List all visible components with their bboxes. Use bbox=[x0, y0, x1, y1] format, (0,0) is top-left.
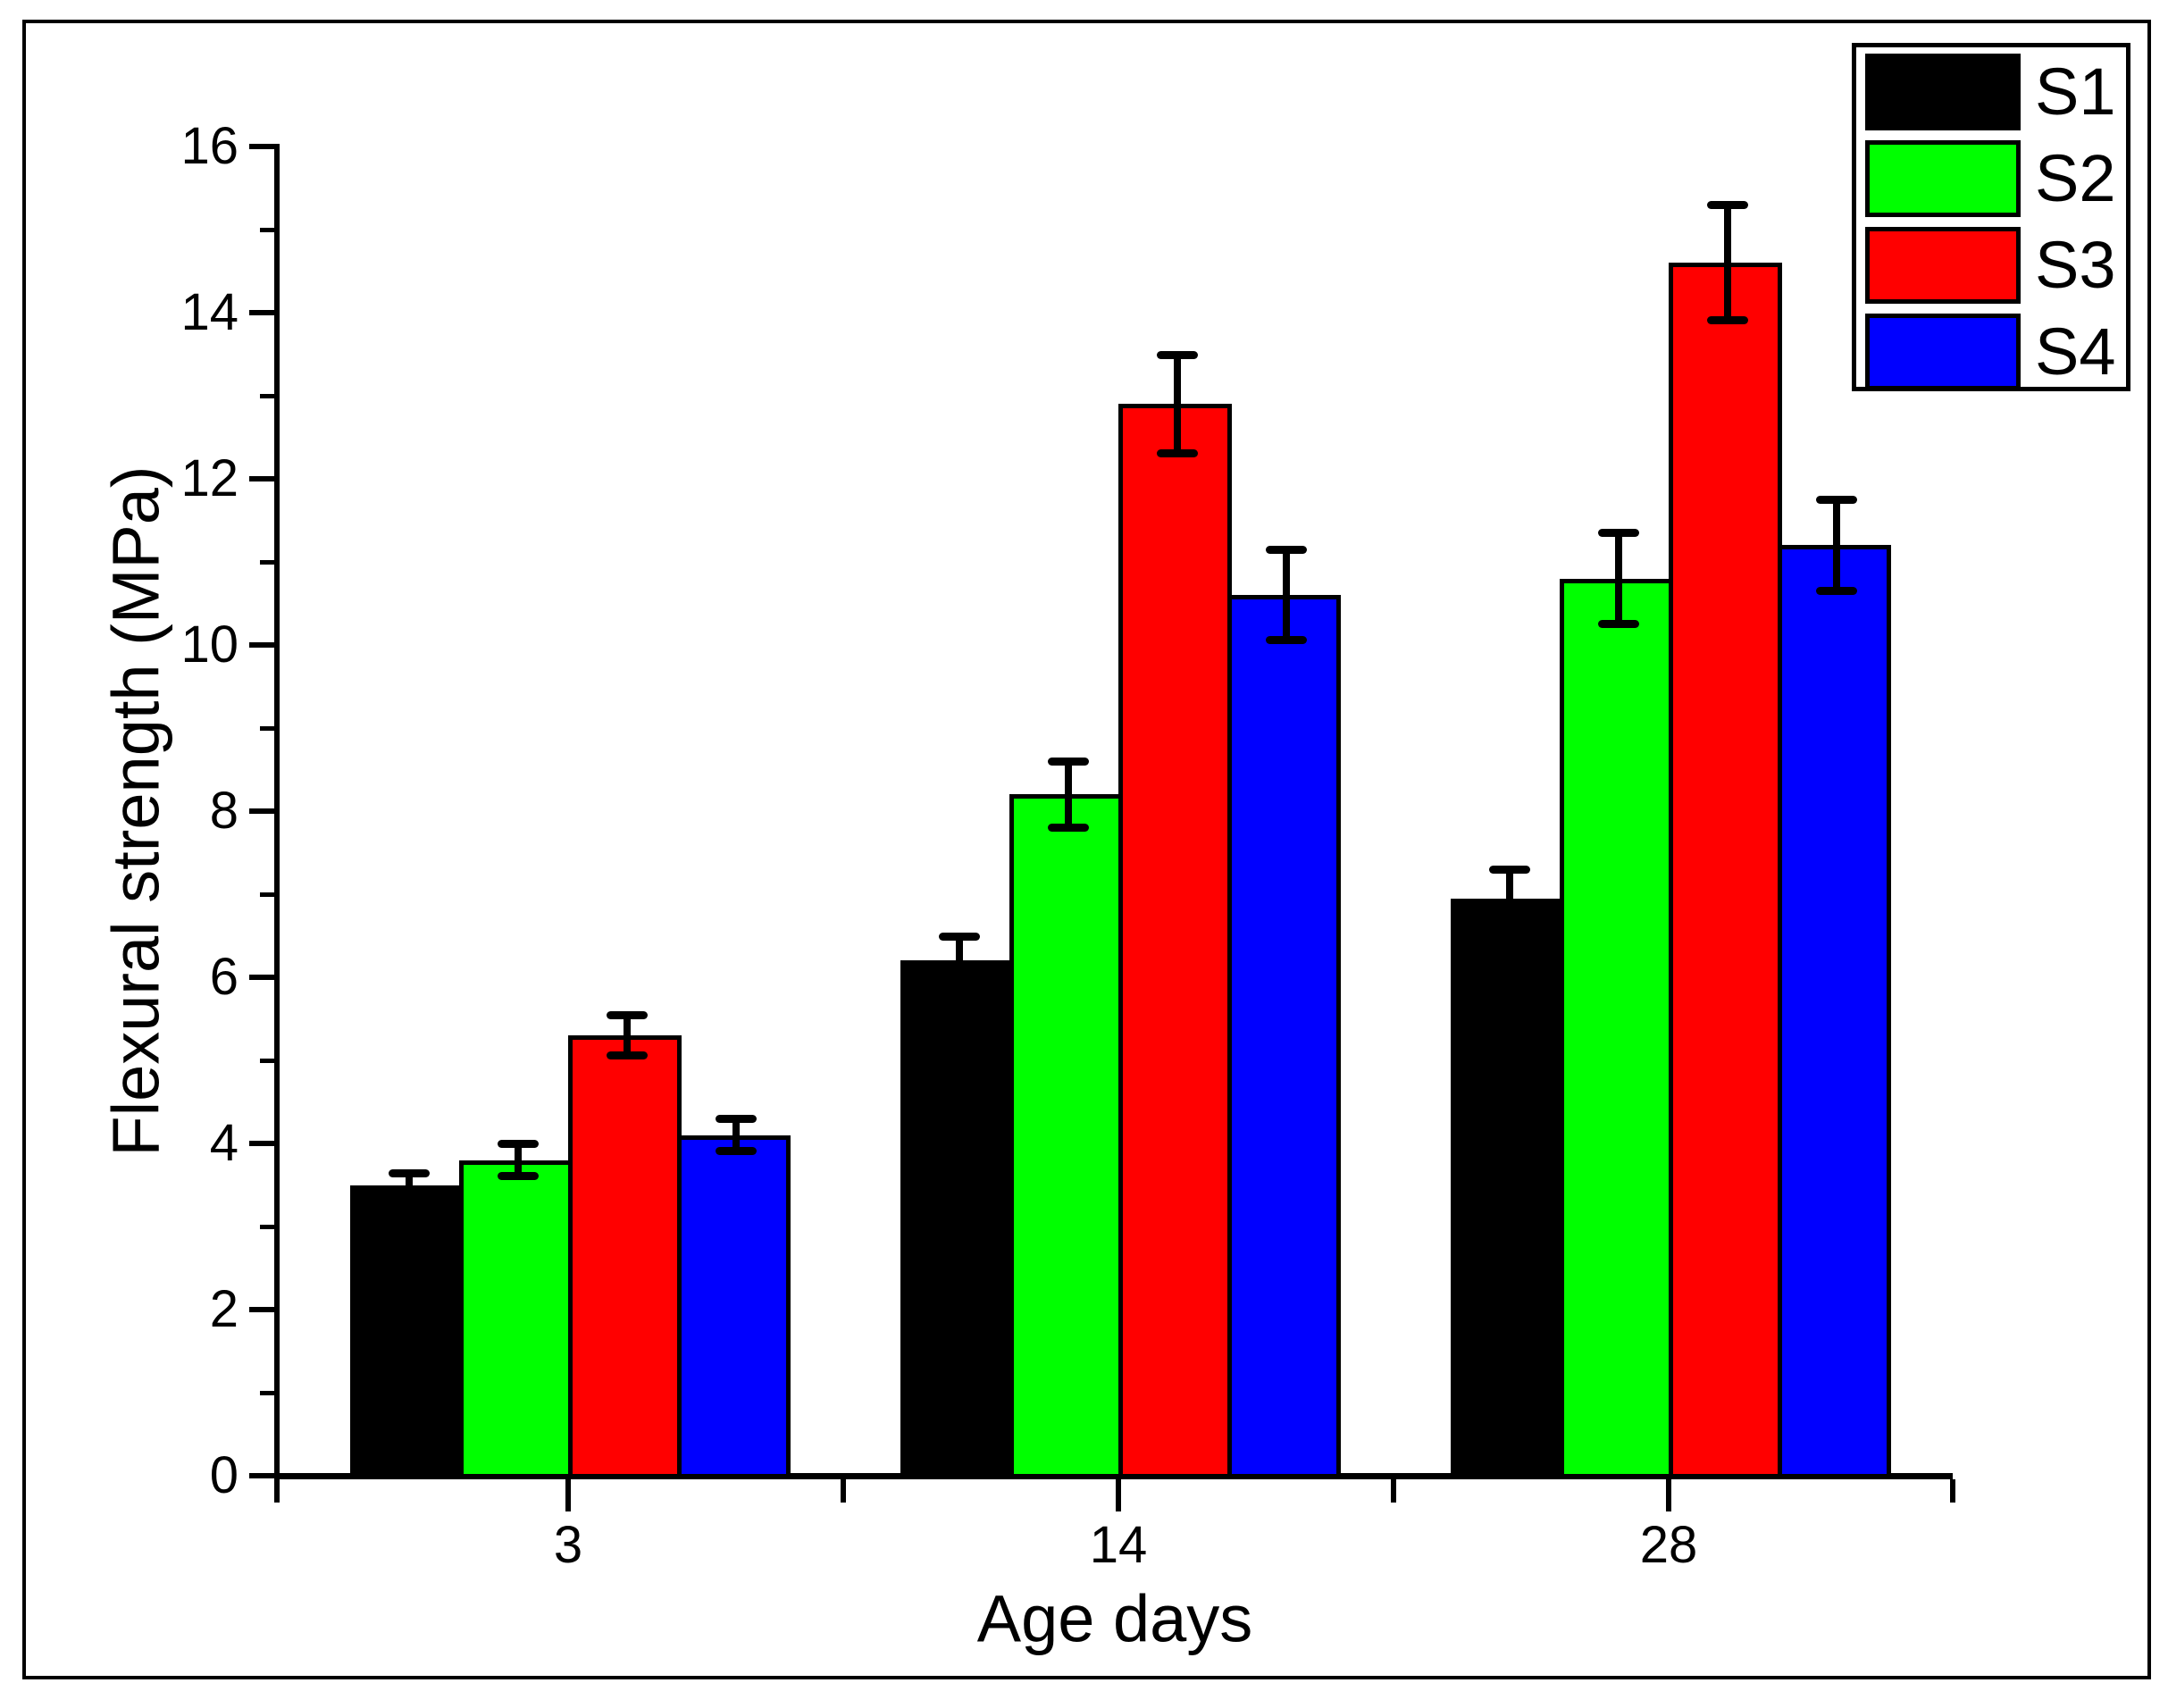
error-bar-cap-bottom bbox=[389, 1193, 430, 1201]
y-axis-major-tick bbox=[249, 1473, 274, 1478]
error-bar-cap-bottom bbox=[1598, 620, 1639, 628]
error-bar-s4-age3 bbox=[732, 1118, 740, 1151]
legend-label-s1: S1 bbox=[2035, 54, 2116, 129]
x-tick-label: 14 bbox=[1089, 1516, 1148, 1574]
y-axis-major-tick bbox=[249, 144, 274, 149]
error-bar-cap-bottom bbox=[1489, 923, 1530, 931]
error-bar-cap-bottom bbox=[1707, 316, 1748, 324]
y-axis-major-tick bbox=[249, 476, 274, 481]
y-axis-line bbox=[274, 144, 280, 1486]
bar-s2-age28 bbox=[1560, 579, 1673, 1478]
y-axis-minor-tick bbox=[260, 394, 274, 398]
x-axis-minor-tick bbox=[274, 1479, 280, 1503]
bar-s1-age3 bbox=[350, 1185, 464, 1479]
bar-s3-age28 bbox=[1669, 263, 1782, 1478]
x-axis-major-tick bbox=[1116, 1479, 1121, 1511]
legend-label-s3: S3 bbox=[2035, 228, 2116, 302]
error-bar-cap-bottom bbox=[1157, 449, 1198, 457]
x-tick-label: 28 bbox=[1639, 1516, 1698, 1574]
bar-s4-age28 bbox=[1778, 545, 1891, 1478]
bar-s2-age3 bbox=[459, 1160, 573, 1478]
error-bar-cap-bottom bbox=[939, 981, 980, 989]
error-bar-cap-bottom bbox=[716, 1147, 757, 1155]
bar-s4-age14 bbox=[1227, 595, 1341, 1478]
error-bar-cap-top bbox=[1598, 529, 1639, 537]
y-axis-minor-tick bbox=[260, 228, 274, 232]
bar-s1-age14 bbox=[900, 960, 1014, 1478]
y-tick-label: 0 bbox=[209, 1446, 239, 1504]
y-tick-label: 16 bbox=[180, 117, 239, 175]
error-bar-cap-bottom bbox=[1816, 587, 1857, 595]
legend-label-s2: S2 bbox=[2035, 141, 2116, 215]
y-axis-major-tick bbox=[249, 642, 274, 648]
bar-s3-age3 bbox=[568, 1035, 682, 1478]
x-axis-minor-tick bbox=[1950, 1479, 1955, 1503]
bar-s1-age28 bbox=[1451, 899, 1564, 1478]
y-axis-major-tick bbox=[249, 808, 274, 814]
error-bar-s2-age3 bbox=[515, 1143, 522, 1176]
error-bar-cap-bottom bbox=[498, 1172, 539, 1180]
error-bar-cap-top bbox=[607, 1011, 648, 1019]
legend-swatch-s1 bbox=[1865, 54, 2021, 130]
y-axis-title: Flexural strength (MPa) bbox=[98, 465, 173, 1157]
x-axis-major-tick bbox=[565, 1479, 571, 1511]
error-bar-cap-top bbox=[1816, 496, 1857, 504]
y-axis-minor-tick bbox=[260, 892, 274, 897]
y-tick-label: 10 bbox=[180, 615, 239, 674]
legend-swatch-s2 bbox=[1865, 140, 2021, 217]
error-bar-s3-age14 bbox=[1174, 355, 1181, 455]
y-tick-label: 2 bbox=[209, 1280, 239, 1338]
error-bar-s4-age28 bbox=[1833, 499, 1840, 590]
y-axis-major-tick bbox=[249, 310, 274, 315]
y-axis-minor-tick bbox=[260, 1391, 274, 1395]
error-bar-cap-top bbox=[1707, 201, 1748, 209]
error-bar-cap-top bbox=[1157, 351, 1198, 359]
error-bar-cap-top bbox=[389, 1169, 430, 1177]
error-bar-s2-age28 bbox=[1615, 532, 1622, 624]
error-bar-cap-top bbox=[1266, 546, 1307, 554]
y-tick-label: 4 bbox=[209, 1114, 239, 1172]
legend-label-s4: S4 bbox=[2035, 314, 2116, 389]
y-tick-label: 6 bbox=[209, 948, 239, 1006]
x-tick-label: 3 bbox=[553, 1516, 583, 1574]
y-axis-major-tick bbox=[249, 1307, 274, 1312]
error-bar-cap-bottom bbox=[607, 1051, 648, 1059]
error-bar-cap-top bbox=[939, 933, 980, 941]
error-bar-cap-top bbox=[498, 1140, 539, 1148]
y-axis-minor-tick bbox=[260, 1225, 274, 1229]
bar-s3-age14 bbox=[1118, 404, 1232, 1478]
error-bar-cap-bottom bbox=[1048, 824, 1089, 832]
error-bar-s1-age3 bbox=[406, 1173, 413, 1198]
x-axis-minor-tick bbox=[1391, 1479, 1396, 1503]
y-tick-label: 12 bbox=[180, 449, 239, 507]
y-axis-minor-tick bbox=[260, 560, 274, 565]
error-bar-s3-age28 bbox=[1724, 205, 1731, 321]
error-bar-s4-age14 bbox=[1283, 549, 1290, 640]
error-bar-s1-age14 bbox=[956, 936, 963, 986]
figure-border bbox=[22, 20, 2151, 1679]
error-bar-s3-age3 bbox=[624, 1015, 631, 1057]
y-axis-major-tick bbox=[249, 1141, 274, 1146]
x-axis-title: Age days bbox=[976, 1581, 1253, 1656]
y-axis-minor-tick bbox=[260, 1059, 274, 1063]
error-bar-cap-top bbox=[1489, 866, 1530, 874]
legend-box: S1 S2 S3 S4 bbox=[1852, 43, 2130, 391]
x-axis-minor-tick bbox=[841, 1479, 846, 1503]
error-bar-cap-bottom bbox=[1266, 636, 1307, 644]
error-bar-cap-top bbox=[716, 1115, 757, 1123]
legend-swatch-s4 bbox=[1865, 314, 2021, 390]
y-tick-label: 8 bbox=[209, 782, 239, 840]
legend-swatch-s3 bbox=[1865, 227, 2021, 304]
y-tick-label: 14 bbox=[180, 283, 239, 341]
bar-s2-age14 bbox=[1009, 794, 1123, 1478]
y-axis-major-tick bbox=[249, 975, 274, 980]
bar-s4-age3 bbox=[677, 1135, 791, 1478]
error-bar-s1-age28 bbox=[1506, 869, 1513, 927]
error-bar-s2-age14 bbox=[1065, 761, 1072, 827]
x-axis-major-tick bbox=[1666, 1479, 1671, 1511]
y-axis-minor-tick bbox=[260, 726, 274, 731]
error-bar-cap-top bbox=[1048, 758, 1089, 766]
